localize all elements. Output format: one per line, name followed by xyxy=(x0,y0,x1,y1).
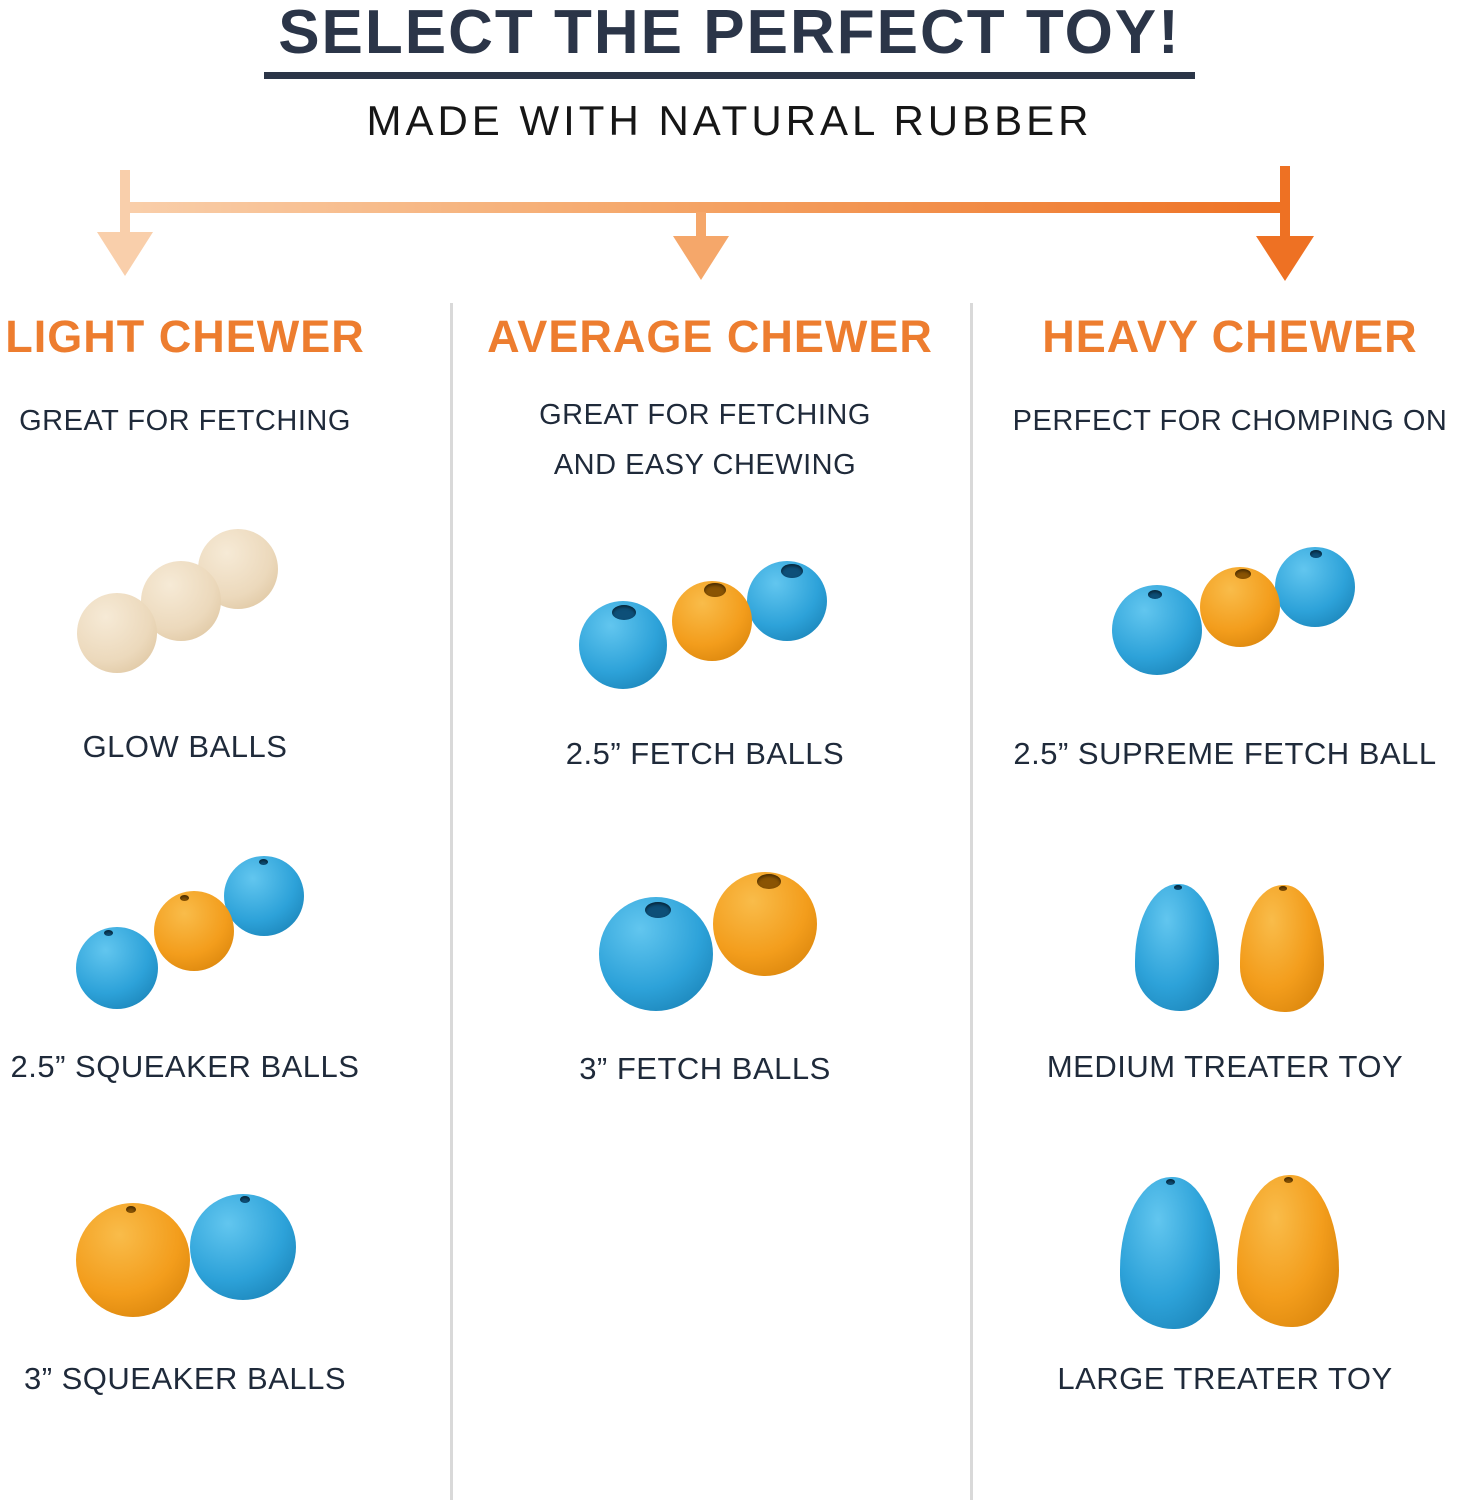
product-label: 2.5” SUPREME FETCH BALL xyxy=(1013,736,1437,771)
product-label: GLOW BALLS xyxy=(82,729,288,764)
column-divider-2 xyxy=(970,303,973,1500)
product-label: 2.5” FETCH BALLS xyxy=(565,736,845,771)
product-supreme-fetch-ball xyxy=(1100,540,1360,680)
fetch-ball-blue-left xyxy=(579,601,667,689)
arrow-bar xyxy=(121,202,1289,213)
fetch-ball-orange xyxy=(672,581,752,661)
supreme-ball-orange xyxy=(1200,567,1280,647)
product-squeaker-balls-2-5 xyxy=(60,840,320,1020)
column-divider-1 xyxy=(450,303,453,1500)
squeaker-ball-3-orange xyxy=(76,1203,190,1317)
treater-medium-orange xyxy=(1240,885,1324,1012)
product-fetch-balls-2-5 xyxy=(560,555,850,695)
arrow-right-stem xyxy=(1280,166,1290,236)
squeaker-ball-blue-right xyxy=(224,856,304,936)
page-title: SELECT THE PERFECT TOY! xyxy=(264,2,1195,79)
product-squeaker-balls-3 xyxy=(60,1185,320,1340)
squeaker-ball-3-blue xyxy=(190,1194,296,1300)
glow-ball-1 xyxy=(77,593,157,673)
supreme-ball-blue-left xyxy=(1112,585,1202,675)
treater-medium-blue xyxy=(1135,884,1219,1011)
column-tagline: GREAT FOR FETCHING AND EASY CHEWING xyxy=(539,399,871,481)
supreme-ball-blue-right xyxy=(1275,547,1355,627)
column-tagline: GREAT FOR FETCHING xyxy=(19,405,351,437)
arrow-left-stem xyxy=(120,170,130,232)
page-header: SELECT THE PERFECT TOY! xyxy=(0,2,1459,79)
product-glow-balls xyxy=(60,515,290,685)
column-title: HEAVY CHEWER xyxy=(1042,311,1418,362)
product-medium-treater-toy xyxy=(1125,880,1345,1020)
arrow-middle-head-icon xyxy=(673,236,729,280)
column-title: AVERAGE CHEWER xyxy=(487,311,933,362)
product-label: MEDIUM TREATER TOY xyxy=(1046,1049,1404,1084)
page-subtitle: MADE WITH NATURAL RUBBER xyxy=(366,97,1093,144)
column-title: LIGHT CHEWER xyxy=(5,311,365,362)
fetch-ball-blue-right xyxy=(747,561,827,641)
product-large-treater-toy xyxy=(1110,1175,1360,1335)
arrow-right-head-icon xyxy=(1256,236,1314,281)
squeaker-ball-orange xyxy=(154,891,234,971)
product-label: 2.5” SQUEAKER BALLS xyxy=(10,1049,360,1084)
column-tagline: PERFECT FOR CHOMPING ON xyxy=(1012,405,1448,437)
treater-large-blue xyxy=(1120,1177,1220,1329)
product-label: 3” SQUEAKER BALLS xyxy=(23,1361,347,1396)
arrow-middle-stem xyxy=(696,212,706,236)
squeaker-ball-blue-left xyxy=(76,927,158,1009)
arrow-left-head-icon xyxy=(97,232,153,276)
product-fetch-balls-3 xyxy=(580,865,830,1015)
product-label: 3” FETCH BALLS xyxy=(579,1051,831,1086)
fetch-ball-3-orange xyxy=(713,872,817,976)
product-label: LARGE TREATER TOY xyxy=(1057,1361,1393,1396)
treater-large-orange xyxy=(1237,1175,1339,1327)
fetch-ball-3-blue xyxy=(599,897,713,1011)
